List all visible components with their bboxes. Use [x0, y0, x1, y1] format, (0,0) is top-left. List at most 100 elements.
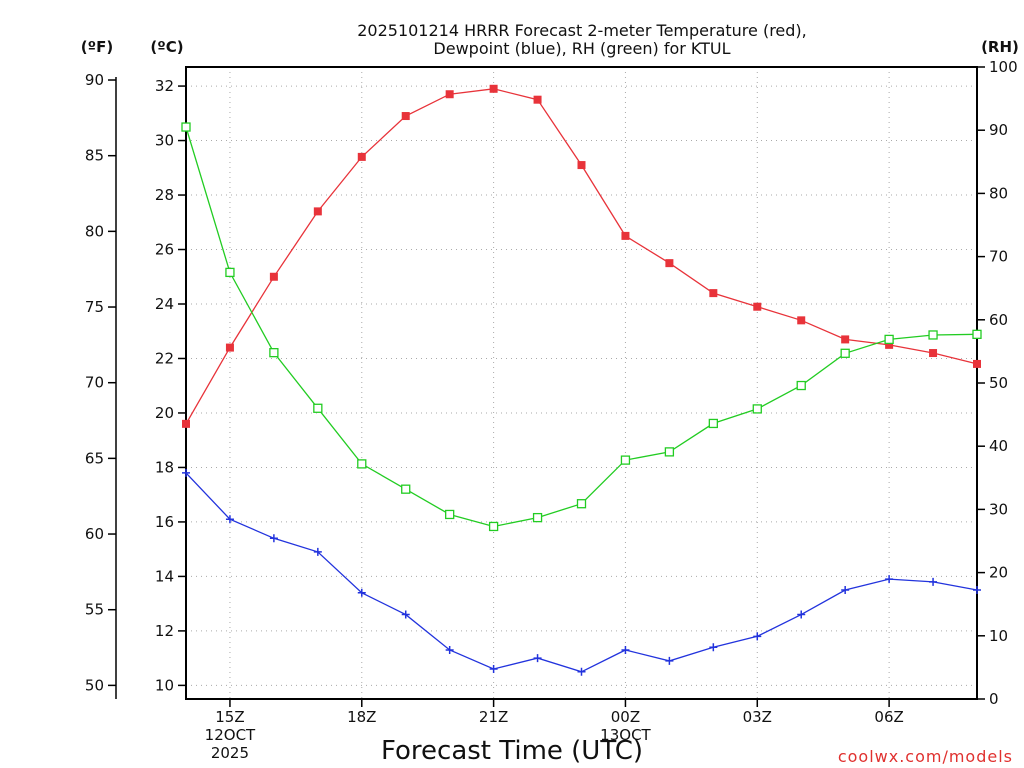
- chart-title-line1: 2025101214 HRRR Forecast 2-meter Tempera…: [357, 21, 807, 40]
- celsius-tick-label: 26: [155, 241, 174, 259]
- rh-point: [269, 348, 279, 358]
- temperature-point: [885, 340, 894, 349]
- time-tick-label: 15Z: [215, 708, 244, 726]
- rh-point: [708, 418, 718, 429]
- rh-point: [225, 267, 235, 278]
- rh-point: [181, 122, 191, 132]
- rh-tick-label: 90: [989, 121, 1008, 139]
- rh-tick-label: 10: [989, 627, 1008, 645]
- dewpoint-point: [489, 665, 498, 674]
- rh-line: [185, 126, 978, 528]
- dewpoint-point: [533, 654, 542, 663]
- temperature-point: [929, 349, 938, 358]
- dewpoint-point: [269, 534, 278, 543]
- celsius-tick-label: 10: [155, 676, 174, 694]
- rh-point: [576, 499, 587, 509]
- rh-point: [664, 447, 675, 457]
- year-label: 2025: [211, 744, 249, 762]
- celsius-tick-label: 30: [155, 132, 174, 150]
- dewpoint-point: [357, 588, 366, 597]
- rh-point: [401, 484, 411, 494]
- dewpoint-point: [665, 656, 674, 665]
- rh-point: [357, 459, 367, 469]
- temperature-point: [621, 231, 630, 240]
- temperature-point: [709, 289, 718, 298]
- rh-tick-label: 60: [989, 311, 1008, 329]
- rh-point: [972, 329, 982, 339]
- date-label: 13OCT: [600, 726, 651, 744]
- temperature-point: [182, 419, 190, 428]
- temperature-point: [357, 152, 366, 161]
- celsius-tick-label: 18: [155, 458, 174, 476]
- rh-point: [928, 330, 938, 340]
- fahrenheit-tick-label: 60: [85, 525, 104, 543]
- temperature-point: [753, 302, 762, 311]
- rh-point: [313, 403, 323, 413]
- temperature-point: [797, 316, 806, 325]
- celsius-tick-label: 14: [155, 567, 174, 585]
- temperature-point: [533, 95, 542, 104]
- temperature-point: [269, 272, 278, 281]
- rh-point: [488, 521, 499, 532]
- dewpoint-point: [401, 610, 410, 619]
- rh-tick-label: 100: [989, 58, 1018, 76]
- dewpoint-point: [225, 515, 234, 524]
- celsius-tick-label: 16: [155, 513, 174, 531]
- temperature-point: [313, 207, 322, 216]
- rh-tick-label: 30: [989, 500, 1008, 518]
- temperature-point: [445, 90, 454, 99]
- dewpoint-point: [577, 667, 586, 676]
- fahrenheit-tick-label: 80: [85, 222, 104, 240]
- dewpoint-point: [182, 468, 190, 477]
- temperature-point: [489, 84, 498, 93]
- rh-tick-label: 40: [989, 437, 1008, 455]
- fahrenheit-tick-label: 90: [85, 71, 104, 89]
- rh-point: [445, 509, 455, 520]
- celsius-tick-label: 20: [155, 404, 174, 422]
- fahrenheit-tick-label: 65: [85, 449, 104, 467]
- celsius-tick-label: 28: [155, 186, 174, 204]
- rh-axis: 0 10 20 30 40 50 60 70 80 90 100: [977, 58, 1018, 708]
- celsius-tick-label: 12: [155, 622, 174, 640]
- dewpoint-point: [797, 610, 806, 619]
- fahrenheit-tick-label: 85: [85, 147, 104, 165]
- rh-point: [620, 455, 631, 465]
- dewpoint-point: [313, 547, 322, 556]
- temperature-point: [225, 343, 234, 352]
- rh-unit-label: (RH): [981, 38, 1019, 56]
- fahrenheit-axis: 50 55 60 65 70 75 80 85 90: [85, 71, 117, 699]
- date-label: 12OCT: [205, 726, 256, 744]
- celsius-axis: 10 12 14 16 18 20 22 24 26 28 30 32: [155, 77, 186, 694]
- temperature-point: [841, 335, 850, 344]
- x-axis-label: Forecast Time (UTC): [381, 736, 643, 766]
- rh-point: [752, 404, 762, 414]
- dewpoint-point: [445, 645, 454, 654]
- fahrenheit-tick-label: 70: [85, 374, 104, 392]
- time-tick-label: 18Z: [347, 708, 376, 726]
- time-tick-label: 00Z: [611, 708, 640, 726]
- celsius-unit-label: (ºC): [150, 38, 183, 56]
- dewpoint-point: [621, 645, 630, 654]
- rh-point: [884, 334, 894, 345]
- series-layer: [181, 84, 982, 676]
- temperature-point: [577, 161, 586, 170]
- celsius-tick-label: 22: [155, 349, 174, 367]
- rh-point: [532, 512, 543, 523]
- dewpoint-point: [709, 643, 718, 652]
- fahrenheit-unit-label: (ºF): [81, 38, 113, 56]
- rh-tick-label: 80: [989, 184, 1008, 202]
- fahrenheit-tick-label: 55: [85, 601, 104, 619]
- dewpoint-point: [973, 586, 981, 595]
- rh-tick-label: 70: [989, 248, 1008, 266]
- rh-point: [796, 380, 806, 391]
- grid: [186, 67, 977, 699]
- temperature-point: [665, 259, 674, 268]
- time-tick-label: 03Z: [743, 708, 772, 726]
- chart-title-line2: Dewpoint (blue), RH (green) for KTUL: [433, 39, 730, 58]
- temperature-point: [401, 112, 410, 121]
- rh-point: [840, 348, 850, 358]
- dewpoint-point: [841, 586, 850, 595]
- rh-tick-label: 0: [989, 690, 999, 708]
